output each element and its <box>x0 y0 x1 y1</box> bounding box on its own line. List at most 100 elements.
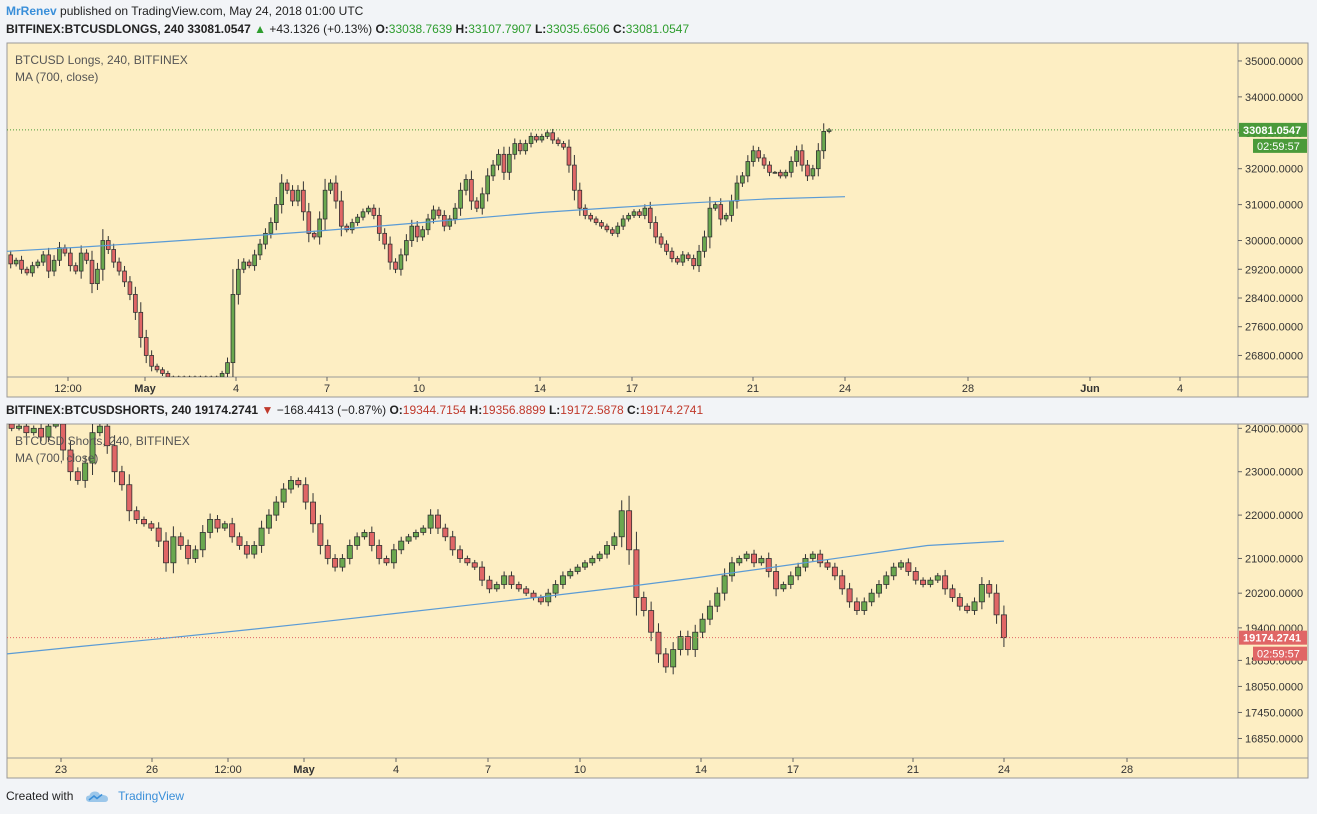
candle <box>787 575 794 585</box>
candle <box>582 562 588 568</box>
candle <box>229 523 236 538</box>
candle <box>302 484 309 503</box>
candle <box>964 605 971 611</box>
x-tick-label: 14 <box>695 764 707 776</box>
candle <box>696 250 702 267</box>
x-tick-label: May <box>134 383 156 395</box>
candle <box>354 536 361 546</box>
chart2-down-arrow-icon: ▼ <box>261 403 274 417</box>
candle <box>13 259 19 265</box>
candle <box>604 545 610 555</box>
candle <box>734 182 740 202</box>
publisher-line: MrRenev published on TradingView.com, Ma… <box>6 4 363 18</box>
x-tick-label: 23 <box>55 764 67 776</box>
candle <box>236 268 241 295</box>
chart1-title: BTCUSD Longs, 240, BITFINEX <box>15 53 188 67</box>
candle <box>463 179 469 191</box>
candle <box>876 584 882 594</box>
x-tick-label: 12:00 <box>214 764 242 776</box>
candle <box>414 225 420 238</box>
candle <box>572 164 577 191</box>
candle <box>360 211 366 218</box>
candle <box>265 514 272 529</box>
chart1-change: +43.1326 (+0.13%) <box>269 22 373 36</box>
candle <box>729 200 734 216</box>
candle <box>669 250 675 259</box>
candle <box>942 575 949 590</box>
moving-average-line <box>7 196 846 252</box>
moving-average-line <box>7 540 1005 655</box>
candle <box>371 207 377 216</box>
candle <box>706 605 713 620</box>
candle <box>675 258 680 263</box>
candle <box>846 588 853 603</box>
candle <box>647 207 653 223</box>
candle <box>658 236 664 245</box>
candle <box>589 558 596 564</box>
y-tick-label: 27600.0000 <box>1245 322 1303 334</box>
candle <box>116 261 122 272</box>
x-tick-label: 28 <box>962 383 974 395</box>
candle <box>45 425 52 438</box>
candle <box>485 175 490 195</box>
candle <box>469 179 474 202</box>
candle <box>714 592 721 607</box>
candle <box>515 584 522 590</box>
candle <box>393 261 398 270</box>
candle <box>794 150 799 162</box>
candle <box>398 540 405 551</box>
candle <box>133 293 138 313</box>
candle <box>431 209 436 220</box>
candle <box>588 214 593 220</box>
candle <box>718 204 724 220</box>
footer-brand[interactable]: TradingView <box>118 789 185 803</box>
candle <box>561 143 566 148</box>
price-label-box <box>1239 122 1307 137</box>
candle <box>89 259 95 285</box>
candle <box>449 536 456 551</box>
candle <box>155 527 162 542</box>
candle <box>458 189 463 209</box>
candle <box>279 182 285 206</box>
candle <box>154 365 160 371</box>
candle <box>376 214 382 234</box>
x-tick-label: 4 <box>233 383 239 395</box>
candle <box>523 588 530 594</box>
candle <box>332 558 339 568</box>
candle <box>611 536 618 546</box>
candle <box>633 549 640 598</box>
candle <box>405 536 412 542</box>
publisher-user[interactable]: MrRenev <box>6 4 57 18</box>
candle <box>141 519 147 525</box>
footer-created: Created with <box>6 789 74 803</box>
candle <box>225 362 230 374</box>
candle <box>346 545 353 559</box>
x-tick-label: 26 <box>146 764 158 776</box>
candle <box>82 462 89 481</box>
candle <box>599 222 604 227</box>
candle <box>815 150 821 170</box>
candle <box>582 207 588 216</box>
candle <box>361 532 368 538</box>
candle <box>243 545 250 555</box>
candle <box>68 252 73 267</box>
candle <box>280 488 287 503</box>
candle <box>160 369 165 374</box>
candle <box>328 182 333 191</box>
candle <box>268 222 274 234</box>
chart1-group: BTCUSD Longs, 240, BITFINEX MA (700, clos… <box>6 42 1309 398</box>
candle <box>67 449 74 473</box>
candle <box>295 189 301 202</box>
y-tick-label: 32000.0000 <box>1245 164 1303 176</box>
candle <box>95 268 100 285</box>
candle <box>566 146 572 166</box>
candle <box>214 519 221 529</box>
candle <box>883 575 890 585</box>
x-tick-label: 12:00 <box>54 383 82 395</box>
candle <box>479 566 486 581</box>
x-tick-label: May <box>293 764 315 776</box>
x-tick-label: 4 <box>1177 383 1183 395</box>
footer: Created with TradingView <box>6 789 184 804</box>
chart2-close: 19174.2741 <box>639 403 704 417</box>
